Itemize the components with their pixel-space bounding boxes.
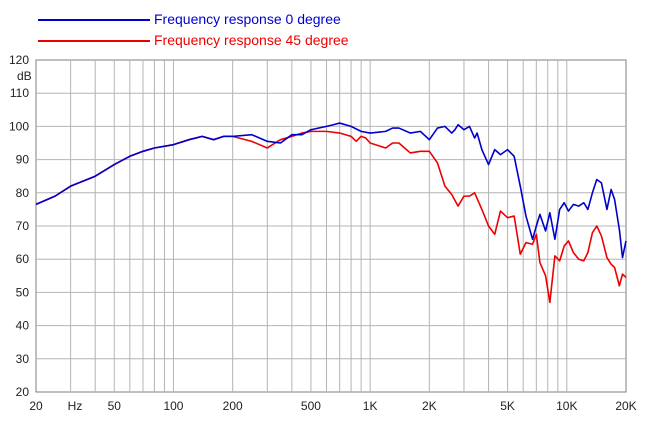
x-tick-label: 500 — [301, 399, 321, 413]
x-tick-label: 2K — [422, 399, 437, 413]
x-axis-unit-label: Hz — [68, 399, 83, 413]
y-tick-label: 110 — [10, 86, 29, 100]
legend-swatch-45-degree — [38, 40, 150, 42]
y-tick-label: 100 — [9, 119, 29, 133]
legend-label-45-degree: Frequency response 45 degree — [154, 32, 349, 48]
x-tick-label: 5K — [500, 399, 515, 413]
y-tick-label: 80 — [16, 186, 30, 200]
y-axis-unit-label: dB — [17, 69, 32, 83]
y-tick-label: 50 — [16, 285, 30, 299]
y-tick-label: 70 — [16, 219, 30, 233]
grid-lines — [36, 60, 626, 392]
series-lines — [35, 122, 627, 304]
x-tick-label: 20 — [29, 399, 43, 413]
y-tick-label: 40 — [16, 319, 30, 333]
y-tick-label: 30 — [16, 352, 30, 366]
x-tick-label: 50 — [108, 399, 122, 413]
x-tick-label: 1K — [363, 399, 378, 413]
x-tick-label: 20K — [615, 399, 636, 413]
legend-label-0-degree: Frequency response 0 degree — [154, 11, 341, 27]
y-tick-labels: 120 110 100 90 80 70 60 50 40 30 20 — [9, 53, 29, 399]
x-tick-label: 10K — [556, 399, 577, 413]
legend-swatch-0-degree — [38, 19, 150, 21]
x-tick-label: 100 — [163, 399, 183, 413]
x-tick-label: 200 — [223, 399, 243, 413]
x-tick-labels: 20 50 100 200 500 1K 2K 5K 10K 20K — [29, 399, 636, 413]
y-tick-label: 90 — [16, 153, 30, 167]
y-tick-label: 120 — [9, 53, 29, 67]
y-tick-label: 20 — [16, 385, 30, 399]
series-line-0-degree — [35, 122, 627, 259]
y-tick-label: 60 — [16, 252, 30, 266]
